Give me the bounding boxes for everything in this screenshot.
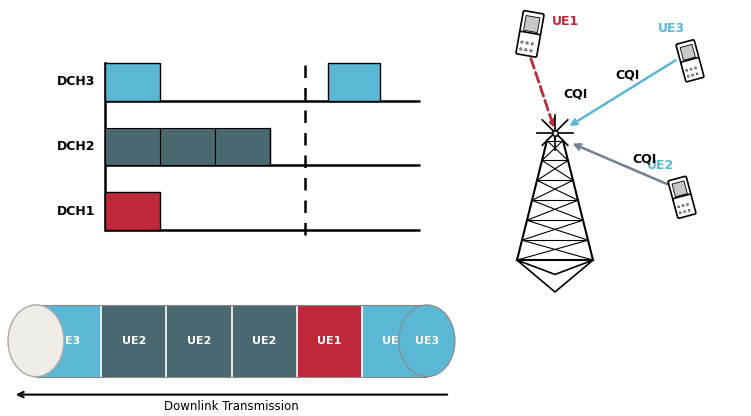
Circle shape <box>520 41 523 43</box>
Circle shape <box>686 69 688 72</box>
Circle shape <box>683 210 686 213</box>
Circle shape <box>695 67 696 69</box>
Circle shape <box>677 206 680 208</box>
Text: CQI: CQI <box>632 152 656 166</box>
Text: UE1: UE1 <box>552 15 579 28</box>
Circle shape <box>687 75 689 77</box>
Text: UE2: UE2 <box>122 336 146 346</box>
FancyBboxPatch shape <box>520 11 544 37</box>
Text: UE2: UE2 <box>647 159 674 172</box>
Bar <box>231 305 297 376</box>
Ellipse shape <box>399 305 455 376</box>
Circle shape <box>682 205 684 207</box>
Circle shape <box>520 48 522 50</box>
Ellipse shape <box>8 305 64 376</box>
Bar <box>101 305 166 376</box>
Bar <box>166 305 231 376</box>
Text: UE2: UE2 <box>187 336 211 346</box>
Text: UE1: UE1 <box>317 336 342 346</box>
Bar <box>160 128 215 166</box>
FancyBboxPatch shape <box>672 181 687 197</box>
Bar <box>297 305 362 376</box>
Text: DCH1: DCH1 <box>56 205 95 218</box>
Circle shape <box>529 50 532 52</box>
FancyBboxPatch shape <box>681 58 704 82</box>
Bar <box>105 192 160 230</box>
FancyBboxPatch shape <box>523 15 540 32</box>
Text: UE3: UE3 <box>382 336 406 346</box>
Circle shape <box>525 49 527 51</box>
Bar <box>362 305 427 376</box>
Text: UE3: UE3 <box>415 336 439 346</box>
FancyBboxPatch shape <box>668 176 691 201</box>
FancyBboxPatch shape <box>680 45 695 60</box>
Text: UE3: UE3 <box>658 22 685 35</box>
Circle shape <box>679 212 681 214</box>
Bar <box>36 305 101 376</box>
Text: UE2: UE2 <box>252 336 276 346</box>
Circle shape <box>690 68 692 70</box>
Text: Downlink Transmission: Downlink Transmission <box>164 400 299 413</box>
Text: UE3: UE3 <box>56 336 80 346</box>
Bar <box>105 63 160 101</box>
Bar <box>328 63 380 101</box>
Bar <box>105 128 160 166</box>
FancyBboxPatch shape <box>673 194 696 218</box>
FancyBboxPatch shape <box>516 31 540 57</box>
Circle shape <box>686 203 689 206</box>
FancyBboxPatch shape <box>676 40 699 64</box>
Circle shape <box>531 43 533 45</box>
Bar <box>215 128 270 166</box>
Text: CQI: CQI <box>563 88 587 101</box>
Circle shape <box>692 74 694 76</box>
Circle shape <box>696 73 698 75</box>
Text: CQI: CQI <box>615 68 640 81</box>
Circle shape <box>688 209 690 211</box>
Text: DCH2: DCH2 <box>56 140 95 153</box>
Circle shape <box>526 42 528 44</box>
Text: DCH3: DCH3 <box>56 75 95 88</box>
